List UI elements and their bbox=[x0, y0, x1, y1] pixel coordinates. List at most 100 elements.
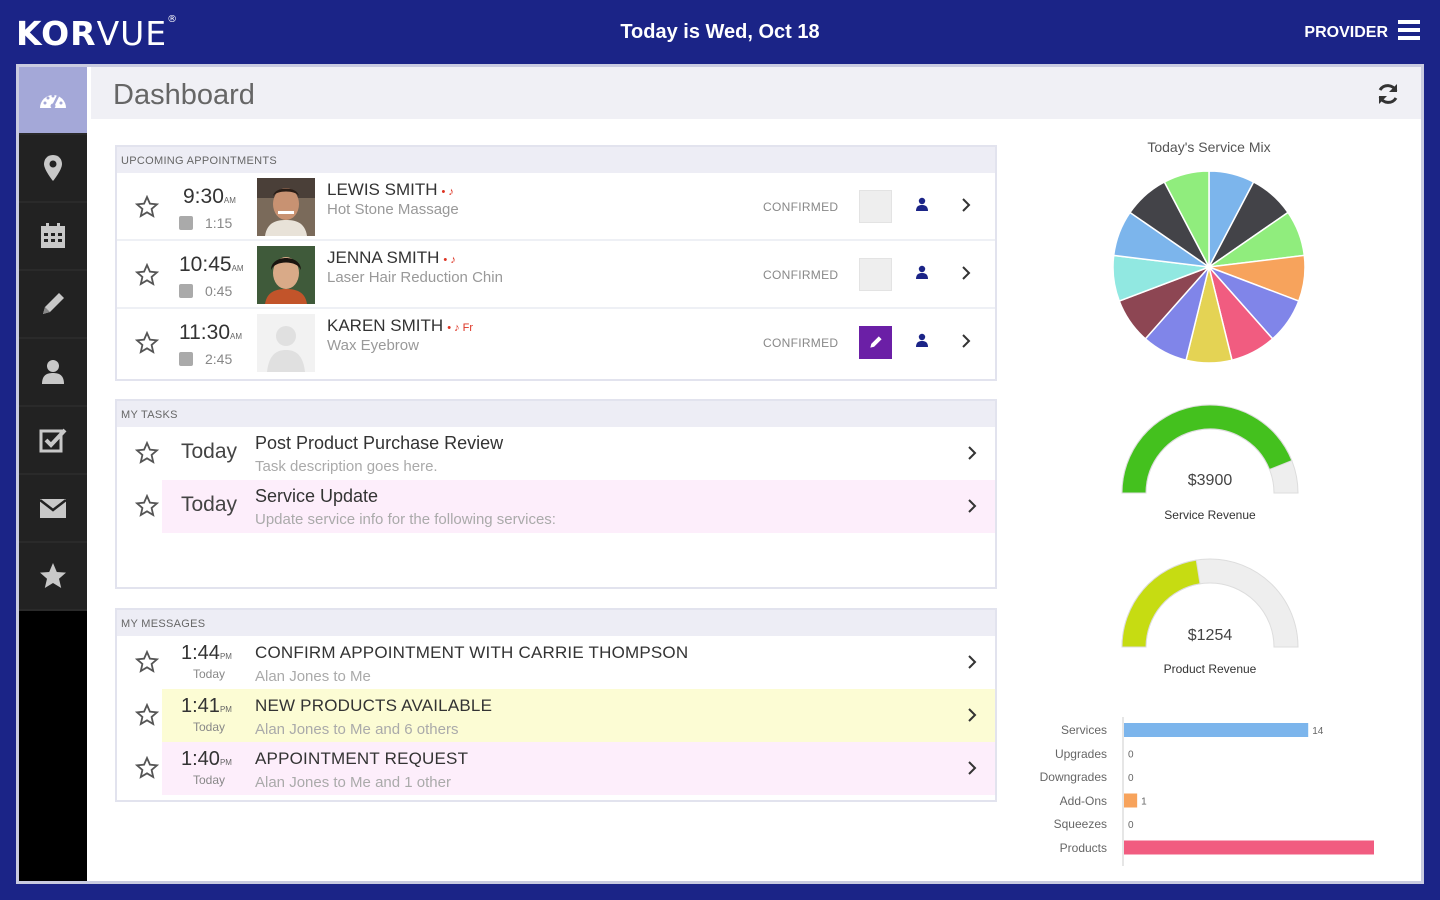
chevron-right-icon[interactable] bbox=[963, 497, 981, 515]
client-avatar[interactable] bbox=[257, 178, 315, 236]
pencil-icon bbox=[43, 293, 64, 314]
sidebar-item-tasks[interactable] bbox=[19, 407, 87, 475]
duration-icon bbox=[179, 352, 193, 366]
chevron-right-icon[interactable] bbox=[957, 196, 975, 214]
message-row[interactable]: 1:40PM Today APPOINTMENT REQUEST Alan Jo… bbox=[117, 742, 995, 795]
korvue-logo[interactable]: KORVUE® bbox=[16, 14, 179, 53]
edit-button[interactable] bbox=[859, 190, 892, 223]
product-revenue-gauge[interactable] bbox=[1117, 555, 1303, 655]
pie-slice[interactable] bbox=[1163, 170, 1210, 268]
bar-value-label: 0 bbox=[1128, 750, 1134, 761]
person-icon[interactable] bbox=[912, 263, 932, 283]
message-row[interactable]: 1:44PM Today CONFIRM APPOINTMENT WITH CA… bbox=[117, 636, 995, 689]
star-outline-icon[interactable] bbox=[135, 703, 159, 727]
appointment-time: 9:30AM bbox=[183, 185, 236, 208]
star-outline-icon[interactable] bbox=[135, 756, 159, 780]
sidebar-item-locations[interactable] bbox=[19, 135, 87, 203]
task-description: Update service info for the following se… bbox=[255, 511, 556, 528]
service-revenue-label: Service Revenue bbox=[1164, 508, 1256, 522]
task-title[interactable]: Service Update bbox=[255, 486, 379, 506]
gauge-fill bbox=[1121, 404, 1293, 494]
page-title: Dashboard bbox=[113, 79, 255, 111]
bar[interactable] bbox=[1124, 840, 1374, 855]
bar-value-label: 0 bbox=[1128, 773, 1134, 784]
chevron-right-icon[interactable] bbox=[957, 332, 975, 350]
service-name: Wax Eyebrow bbox=[327, 337, 419, 354]
chevron-right-icon[interactable] bbox=[963, 759, 981, 777]
map-pin-icon bbox=[44, 155, 62, 181]
star-outline-icon[interactable] bbox=[135, 441, 159, 465]
bar-category-label: Downgrades bbox=[1039, 770, 1107, 784]
refresh-icon[interactable] bbox=[1375, 81, 1401, 107]
appointment-row[interactable]: 10:45AM 0:45 JENNA SMITH • ♪ Laser Hair R… bbox=[117, 241, 995, 309]
sidebar-item-calendar[interactable] bbox=[19, 203, 87, 271]
chevron-right-icon[interactable] bbox=[963, 444, 981, 462]
checkbox-icon bbox=[39, 428, 67, 453]
bar-value-label: 1 bbox=[1141, 797, 1147, 808]
service-revenue-gauge[interactable] bbox=[1117, 401, 1303, 501]
client-name[interactable]: LEWIS SMITH • ♪ bbox=[327, 180, 454, 199]
chevron-right-icon[interactable] bbox=[963, 653, 981, 671]
duration-icon bbox=[179, 216, 193, 230]
hamburger-menu-icon[interactable] bbox=[1398, 20, 1420, 40]
star-outline-icon[interactable] bbox=[135, 494, 159, 518]
bar[interactable] bbox=[1124, 723, 1309, 737]
task-row[interactable]: Today Post Product Purchase Review Task … bbox=[117, 427, 995, 480]
star-outline-icon[interactable] bbox=[135, 331, 159, 355]
pencil-icon bbox=[870, 336, 882, 348]
task-title[interactable]: Post Product Purchase Review bbox=[255, 433, 504, 453]
message-row[interactable]: 1:41PM Today NEW PRODUCTS AVAILABLE Alan… bbox=[117, 689, 995, 742]
appointment-duration: 1:15 bbox=[179, 215, 232, 231]
date-text: Today is Wed, Oct 18 bbox=[620, 21, 820, 43]
avatar-placeholder-icon bbox=[257, 314, 315, 372]
sidebar-item-clients[interactable] bbox=[19, 339, 87, 407]
service-revenue-value: $3900 bbox=[1187, 472, 1233, 489]
messages-heading: MY MESSAGES bbox=[117, 610, 995, 636]
person-icon[interactable] bbox=[912, 195, 932, 215]
message-title[interactable]: APPOINTMENT REQUEST bbox=[255, 749, 469, 768]
page-header: Dashboard bbox=[91, 67, 1421, 119]
bar-value-label: 14 bbox=[1312, 726, 1324, 737]
star-outline-icon[interactable] bbox=[135, 195, 159, 219]
appointment-duration: 2:45 bbox=[179, 351, 232, 367]
sidebar-item-favorites[interactable] bbox=[19, 543, 87, 611]
edit-button[interactable] bbox=[859, 258, 892, 291]
bar[interactable] bbox=[1124, 793, 1138, 808]
message-time: 1:41PM bbox=[181, 695, 232, 717]
chevron-right-icon[interactable] bbox=[957, 264, 975, 282]
bar-category-label: Services bbox=[1060, 723, 1107, 737]
bar-chart-plot: 14 0 0 1 0 bbox=[1122, 717, 1374, 866]
message-title[interactable]: NEW PRODUCTS AVAILABLE bbox=[255, 696, 493, 715]
main-frame: Dashboard UPCOMING APPOINTMENTS 9:30AM 1… bbox=[16, 64, 1424, 884]
appointment-duration: 0:45 bbox=[179, 283, 232, 299]
message-time: 1:40PM bbox=[181, 748, 232, 770]
status-badge: CONFIRMED bbox=[763, 200, 839, 214]
service-mix-pie-chart[interactable] bbox=[1109, 167, 1309, 367]
bar-value-label: 0 bbox=[1128, 820, 1134, 831]
client-avatar[interactable] bbox=[257, 246, 315, 304]
appointment-row[interactable]: 9:30AM 1:15 LEWIS SMITH • ♪ Hot Stone Mas… bbox=[117, 173, 995, 241]
task-row[interactable]: Today Service Update Update service info… bbox=[117, 480, 995, 533]
message-title[interactable]: CONFIRM APPOINTMENT WITH CARRIE THOMPSON bbox=[255, 643, 689, 662]
tasks-panel: MY TASKS Today Post Product Purchase Rev… bbox=[115, 399, 997, 589]
chevron-right-icon[interactable] bbox=[963, 706, 981, 724]
sidebar-item-dashboard[interactable] bbox=[19, 67, 87, 135]
appointments-panel: UPCOMING APPOINTMENTS 9:30AM 1:15 LEWIS … bbox=[115, 145, 997, 381]
sidebar-item-notes[interactable] bbox=[19, 271, 87, 339]
role-label[interactable]: PROVIDER bbox=[1304, 24, 1388, 41]
message-recipients: Alan Jones to Me bbox=[255, 668, 371, 685]
bar-category-label: Upgrades bbox=[1054, 746, 1107, 761]
message-recipients: Alan Jones to Me and 6 others bbox=[255, 721, 459, 738]
client-name[interactable]: KAREN SMITH • ♪ Fr bbox=[327, 316, 474, 335]
sidebar-item-messages[interactable] bbox=[19, 475, 87, 543]
edit-button[interactable] bbox=[859, 326, 892, 359]
service-name: Hot Stone Massage bbox=[327, 201, 459, 218]
client-avatar-placeholder[interactable] bbox=[257, 314, 315, 372]
star-outline-icon[interactable] bbox=[135, 263, 159, 287]
appointment-row[interactable]: 11:30AM 2:45 KAREN SMITH • ♪ Fr Wax Eyebr… bbox=[117, 309, 995, 377]
star-outline-icon[interactable] bbox=[135, 650, 159, 674]
person-icon[interactable] bbox=[912, 331, 932, 351]
task-day: Today bbox=[181, 493, 238, 516]
bar-category-label: Products bbox=[1059, 840, 1107, 855]
client-name[interactable]: JENNA SMITH • ♪ bbox=[327, 248, 456, 267]
